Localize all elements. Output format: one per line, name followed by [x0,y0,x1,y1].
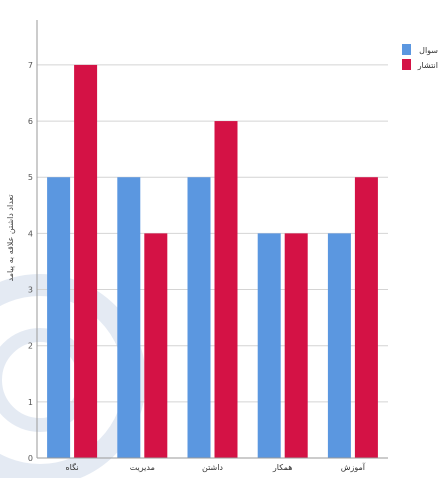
legend-swatch [402,59,411,70]
y-tick-label: 4 [28,229,33,238]
bar-series2 [354,177,378,458]
bar-series1 [327,233,351,458]
axes: 0 1 2 3 4 5 6 7 نگاه مدیریت داشتن همکار آموزش [28,20,388,472]
legend-label: سوال [419,46,438,55]
legend-swatch [402,44,411,55]
legend-label: انتشار [417,61,438,70]
y-tick-label: 5 [28,173,33,182]
bars [47,64,378,459]
bar-series1 [47,177,71,458]
bar-series2 [74,64,98,458]
x-tick-label: نگاه [65,462,78,472]
bar-series1 [257,233,281,458]
x-tick-label: همکار [272,463,293,472]
bar-series1 [187,177,211,458]
bar-series2 [284,233,308,458]
x-tick-label: مدیریت [130,463,155,472]
x-tick-label: داشتن [202,463,223,472]
y-axis-title: تعداد داشتن علاقه به پیامد [6,195,15,282]
y-tick-label: 3 [28,286,33,295]
bar-series2 [214,121,238,459]
legend: سوال انتشار [402,44,438,70]
x-tick-label: آموزش [341,462,366,472]
bar-series1 [117,177,141,458]
y-tick-label: 6 [28,117,33,126]
y-tick-label: 0 [28,454,33,463]
bar-series2 [144,233,168,458]
y-tick-label: 1 [28,398,33,407]
y-tick-label: 2 [28,342,33,351]
y-tick-label: 7 [28,61,33,70]
